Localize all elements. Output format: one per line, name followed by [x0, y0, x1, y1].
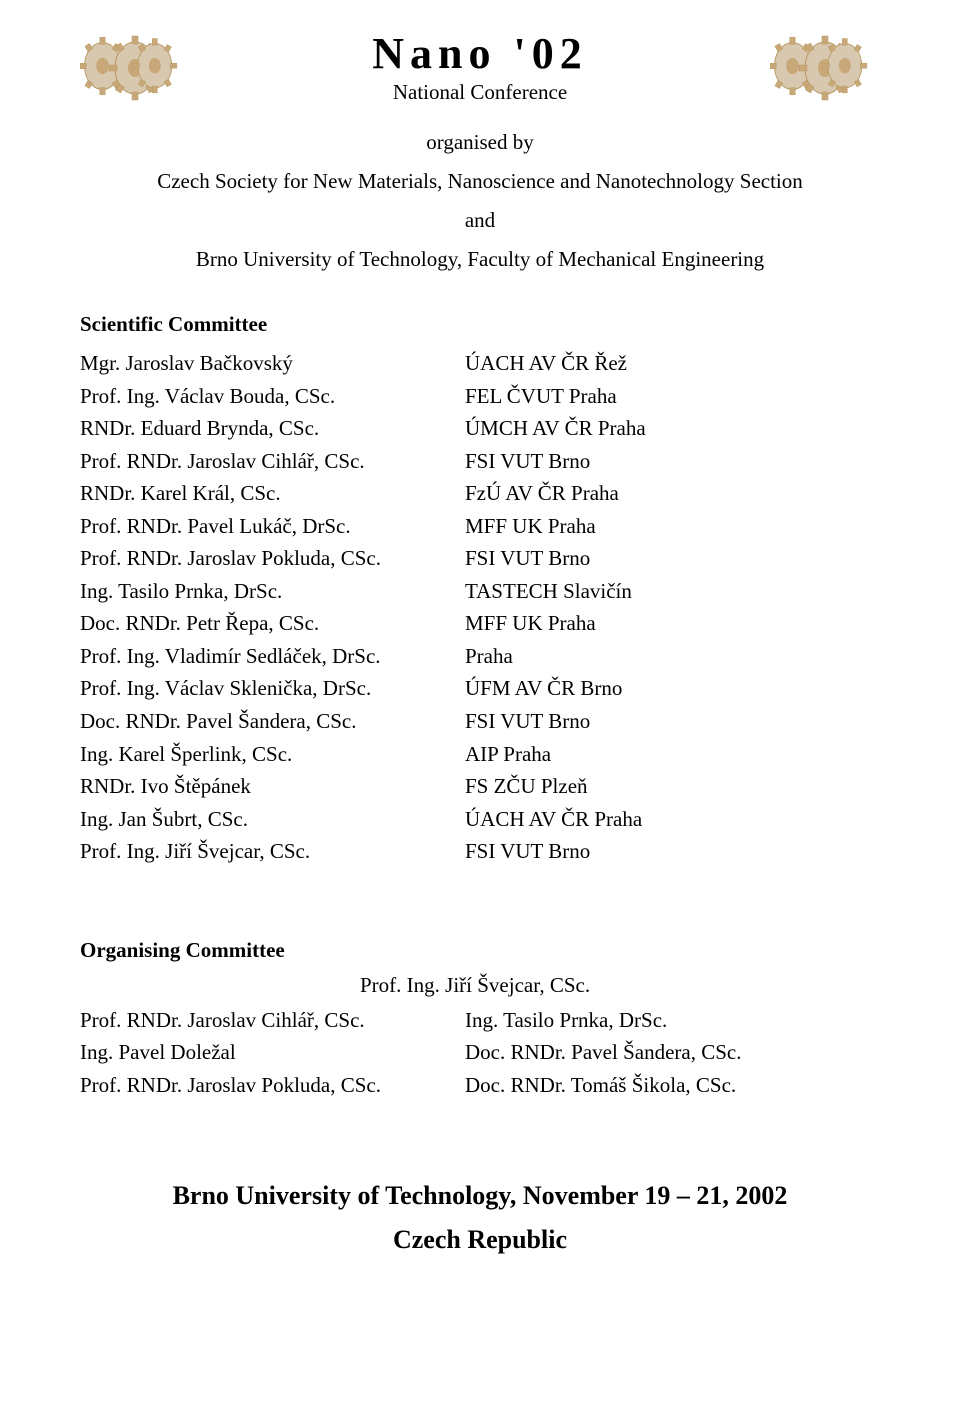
organising-col-1: Prof. RNDr. Jaroslav Cihlář, CSc.Ing. Pa… — [80, 1004, 465, 1102]
committee-name: Prof. RNDr. Jaroslav Cihlář, CSc. — [80, 445, 465, 478]
organising-committee-title: Organising Committee — [80, 938, 880, 963]
committee-name: Ing. Tasilo Prnka, DrSc. — [80, 575, 465, 608]
organised-by-label: organised by — [80, 130, 880, 155]
committee-affiliation: ÚACH AV ČR Praha — [465, 803, 880, 836]
organising-member: Ing. Pavel Doležal — [80, 1036, 465, 1069]
committee-name: Prof. Ing. Vladimír Sedláček, DrSc. — [80, 640, 465, 673]
committee-name: Doc. RNDr. Pavel Šandera, CSc. — [80, 705, 465, 738]
committee-row: Ing. Jan Šubrt, CSc.ÚACH AV ČR Praha — [80, 803, 880, 836]
committee-row: Ing. Tasilo Prnka, DrSc.TASTECH Slavičín — [80, 575, 880, 608]
committee-row: Prof. Ing. Vladimír Sedláček, DrSc.Praha — [80, 640, 880, 673]
committee-affiliation: MFF UK Praha — [465, 510, 880, 543]
committee-affiliation: FzÚ AV ČR Praha — [465, 477, 880, 510]
committee-row: Prof. RNDr. Pavel Lukáč, DrSc.MFF UK Pra… — [80, 510, 880, 543]
committee-affiliation: FSI VUT Brno — [465, 445, 880, 478]
committee-row: RNDr. Eduard Brynda, CSc.ÚMCH AV ČR Prah… — [80, 412, 880, 445]
footer-line-2: Czech Republic — [80, 1225, 880, 1255]
scientific-committee-list: Mgr. Jaroslav BačkovskýÚACH AV ČR ŘežPro… — [80, 347, 880, 868]
committee-affiliation: MFF UK Praha — [465, 607, 880, 640]
page-title: Nano '02 — [190, 30, 770, 78]
organising-grid: Prof. RNDr. Jaroslav Cihlář, CSc.Ing. Pa… — [80, 1004, 880, 1102]
committee-name: Prof. Ing. Václav Bouda, CSc. — [80, 380, 465, 413]
committee-row: Doc. RNDr. Petr Řepa, CSc.MFF UK Praha — [80, 607, 880, 640]
committee-name: Mgr. Jaroslav Bačkovský — [80, 347, 465, 380]
committee-row: Prof. Ing. Václav Bouda, CSc.FEL ČVUT Pr… — [80, 380, 880, 413]
gear-icon-left — [80, 30, 190, 110]
page-subtitle: National Conference — [190, 80, 770, 105]
title-block: Nano '02 National Conference — [190, 30, 770, 105]
committee-name: RNDr. Ivo Štěpánek — [80, 770, 465, 803]
organiser-line-2: Brno University of Technology, Faculty o… — [80, 247, 880, 272]
scientific-committee-title: Scientific Committee — [80, 312, 880, 337]
organising-chair: Prof. Ing. Jiří Švejcar, CSc. — [360, 973, 880, 998]
committee-name: RNDr. Eduard Brynda, CSc. — [80, 412, 465, 445]
organiser-line-1: Czech Society for New Materials, Nanosci… — [80, 169, 880, 194]
organising-member: Doc. RNDr. Pavel Šandera, CSc. — [465, 1036, 880, 1069]
committee-row: Ing. Karel Šperlink, CSc.AIP Praha — [80, 738, 880, 771]
committee-row: RNDr. Ivo ŠtěpánekFS ZČU Plzeň — [80, 770, 880, 803]
committee-name: RNDr. Karel Král, CSc. — [80, 477, 465, 510]
committee-affiliation: AIP Praha — [465, 738, 880, 771]
committee-affiliation: FSI VUT Brno — [465, 705, 880, 738]
committee-affiliation: ÚFM AV ČR Brno — [465, 672, 880, 705]
committee-name: Prof. Ing. Václav Sklenička, DrSc. — [80, 672, 465, 705]
committee-affiliation: FS ZČU Plzeň — [465, 770, 880, 803]
footer-line-1: Brno University of Technology, November … — [80, 1181, 880, 1211]
committee-affiliation: FSI VUT Brno — [465, 835, 880, 868]
committee-affiliation: FSI VUT Brno — [465, 542, 880, 575]
organising-member: Doc. RNDr. Tomáš Šikola, CSc. — [465, 1069, 880, 1102]
committee-row: Prof. RNDr. Jaroslav Pokluda, CSc.FSI VU… — [80, 542, 880, 575]
committee-name: Prof. RNDr. Pavel Lukáč, DrSc. — [80, 510, 465, 543]
committee-name: Prof. RNDr. Jaroslav Pokluda, CSc. — [80, 542, 465, 575]
committee-name: Prof. Ing. Jiří Švejcar, CSc. — [80, 835, 465, 868]
committee-affiliation: FEL ČVUT Praha — [465, 380, 880, 413]
organising-member: Prof. RNDr. Jaroslav Pokluda, CSc. — [80, 1069, 465, 1102]
committee-name: Doc. RNDr. Petr Řepa, CSc. — [80, 607, 465, 640]
committee-affiliation: ÚACH AV ČR Řež — [465, 347, 880, 380]
committee-row: Prof. Ing. Jiří Švejcar, CSc.FSI VUT Brn… — [80, 835, 880, 868]
committee-affiliation: TASTECH Slavičín — [465, 575, 880, 608]
committee-row: Mgr. Jaroslav BačkovskýÚACH AV ČR Řež — [80, 347, 880, 380]
committee-name: Ing. Jan Šubrt, CSc. — [80, 803, 465, 836]
organiser-and: and — [80, 208, 880, 233]
committee-row: Doc. RNDr. Pavel Šandera, CSc.FSI VUT Br… — [80, 705, 880, 738]
gear-icon-right — [770, 30, 880, 110]
committee-row: Prof. RNDr. Jaroslav Cihlář, CSc.FSI VUT… — [80, 445, 880, 478]
organising-member: Ing. Tasilo Prnka, DrSc. — [465, 1004, 880, 1037]
committee-name: Ing. Karel Šperlink, CSc. — [80, 738, 465, 771]
committee-row: RNDr. Karel Král, CSc.FzÚ AV ČR Praha — [80, 477, 880, 510]
header-row: Nano '02 National Conference — [80, 30, 880, 110]
committee-affiliation: Praha — [465, 640, 880, 673]
organising-col-2: Ing. Tasilo Prnka, DrSc.Doc. RNDr. Pavel… — [465, 1004, 880, 1102]
organising-member: Prof. RNDr. Jaroslav Cihlář, CSc. — [80, 1004, 465, 1037]
committee-affiliation: ÚMCH AV ČR Praha — [465, 412, 880, 445]
committee-row: Prof. Ing. Václav Sklenička, DrSc.ÚFM AV… — [80, 672, 880, 705]
